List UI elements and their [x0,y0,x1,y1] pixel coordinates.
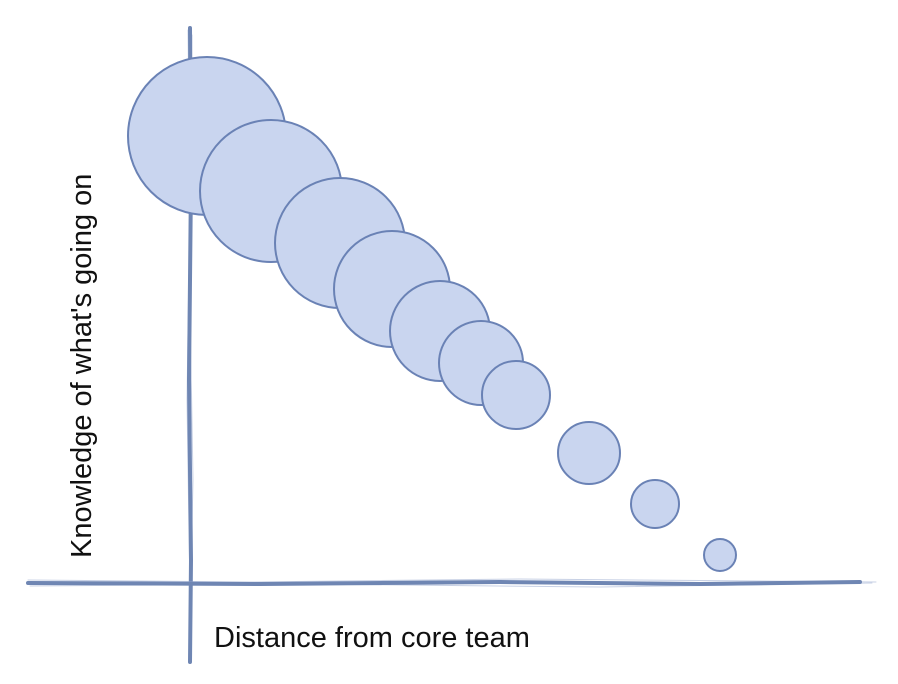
bubble-7 [481,360,551,430]
bubble-9 [630,479,680,529]
bubble-group [127,56,737,572]
y-axis-label: Knowledge of what's going on [66,174,98,558]
x-axis [26,578,877,588]
bubble-10 [703,538,737,572]
x-axis-label: Distance from core team [214,622,530,654]
bubble-8 [557,421,621,485]
